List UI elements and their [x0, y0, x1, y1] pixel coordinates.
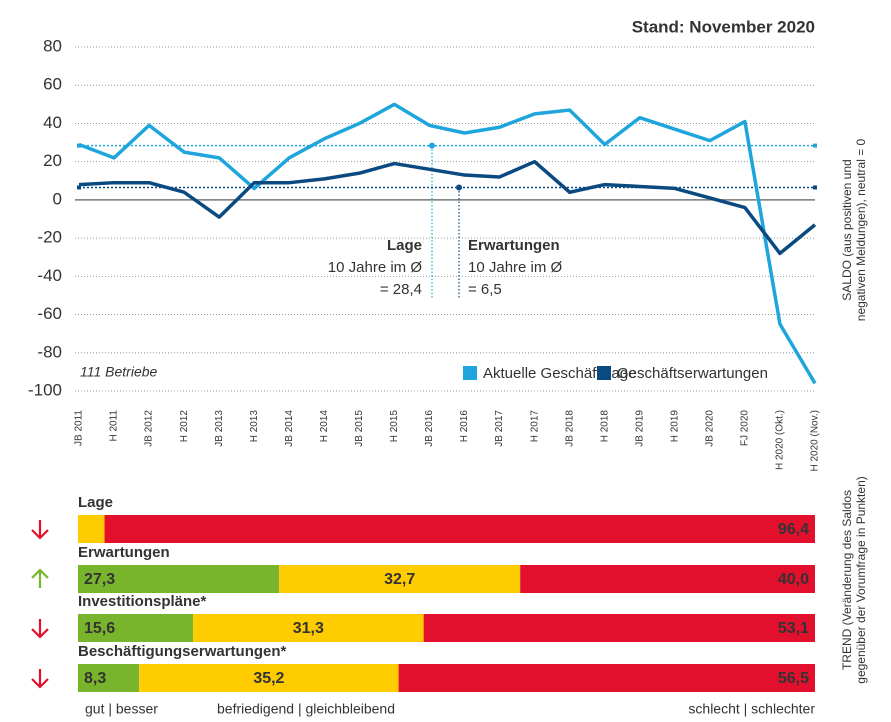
legend-label: befriedigend | gleichbleibend	[217, 701, 395, 717]
legend-label: Geschäftserwartungen	[617, 365, 768, 382]
x-tick-label: H 2011	[109, 410, 120, 442]
value-label: 56,5	[778, 670, 809, 687]
x-tick-label: JB 2018	[564, 410, 575, 447]
bar-segment	[520, 565, 815, 593]
legend-swatch	[597, 366, 611, 380]
x-tick-label: H 2019	[669, 410, 680, 443]
y-tick-label: 60	[43, 75, 62, 94]
series-line	[78, 102, 817, 385]
legend-label: schlecht | schlechter	[688, 701, 815, 717]
value-label: 8,3	[84, 670, 106, 687]
y-tick-label: 0	[53, 189, 62, 208]
x-tick-label: H 2014	[319, 410, 330, 443]
reference-value: = 6,5	[468, 281, 502, 298]
x-tick-label: H 2017	[529, 410, 540, 443]
value-label: 15,6	[84, 620, 115, 637]
x-tick-label: JB 2012	[144, 410, 155, 447]
reference-text: 10 Jahre im Ø	[468, 259, 563, 276]
bar-segment	[104, 515, 816, 543]
y-tick-label: -20	[37, 228, 62, 247]
x-tick-label: JB 2014	[284, 410, 295, 447]
value-label: 40,0	[778, 571, 809, 588]
bar-segment	[398, 664, 815, 692]
series-line	[78, 159, 817, 256]
bar-segment	[78, 515, 105, 543]
category-label: Beschäftigungserwartungen*	[78, 643, 287, 660]
trend-arrow	[31, 619, 49, 639]
y-tick-label: 80	[43, 36, 62, 55]
trend-arrow	[31, 568, 49, 588]
y-tick-label: 40	[43, 113, 62, 132]
axis-label: gegenüber der Vorumfrage in Punkten)	[854, 476, 868, 683]
value-label: 53,1	[778, 620, 809, 637]
axis-label: SALDO (aus positiven und	[840, 159, 854, 300]
annotation: 111 Betriebe	[80, 364, 158, 380]
reference-text: 10 Jahre im Ø	[328, 259, 423, 276]
value-label: 35,2	[253, 670, 284, 687]
x-tick-label: JB 2013	[214, 410, 225, 447]
x-tick-label: H 2020 (Nov.)	[810, 410, 821, 472]
axis-label: negativen Meldungen), neutral = 0	[854, 138, 868, 321]
legend-swatch	[463, 366, 477, 380]
bar-segment	[78, 664, 140, 692]
y-tick-label: -60	[37, 304, 62, 323]
reference-title: Erwartungen	[468, 237, 560, 254]
x-tick-label: FJ 2020	[740, 410, 751, 447]
x-tick-label: JB 2017	[494, 410, 505, 447]
x-tick-label: JB 2011	[74, 410, 85, 446]
reference-title: Lage	[387, 237, 422, 254]
trend-arrow	[31, 520, 49, 540]
reference-end	[813, 185, 817, 190]
x-tick-label: JB 2016	[424, 410, 435, 447]
x-tick-label: H 2016	[459, 410, 470, 443]
category-label: Investitionspläne*	[78, 593, 207, 610]
y-tick-label: -40	[37, 266, 62, 285]
bar-segment	[423, 614, 815, 642]
x-tick-label: JB 2019	[634, 410, 645, 447]
bar-segment	[78, 565, 280, 593]
reference-end	[77, 185, 81, 190]
x-tick-label: H 2015	[389, 410, 400, 443]
bar-segment	[279, 565, 521, 593]
chart-title: Stand: November 2020	[632, 17, 815, 36]
category-label: Erwartungen	[78, 544, 170, 561]
bar-segment	[192, 614, 424, 642]
value-label: 31,3	[293, 620, 324, 637]
reference-end	[813, 143, 817, 148]
x-tick-label: JB 2015	[354, 410, 365, 447]
legend-label: gut | besser	[85, 701, 158, 717]
x-tick-label: H 2018	[599, 410, 610, 443]
reference-value: = 28,4	[380, 281, 422, 298]
bar-segment	[139, 664, 399, 692]
x-tick-label: H 2012	[179, 410, 190, 443]
legend-label: Aktuelle Geschäftslage	[483, 365, 636, 382]
value-label: 96,4	[778, 521, 809, 538]
bar-segment	[78, 614, 193, 642]
category-label: Lage	[78, 494, 113, 511]
y-tick-label: -80	[37, 342, 62, 361]
trend-arrow	[31, 669, 49, 689]
y-tick-label: 20	[43, 151, 62, 170]
y-tick-label: -100	[28, 380, 62, 399]
x-tick-label: H 2020 (Okt.)	[775, 410, 786, 470]
x-tick-label: JB 2020	[704, 410, 715, 447]
axis-label: TREND (Veränderung des Saldos	[840, 490, 854, 670]
value-label: 27,3	[84, 571, 115, 588]
x-tick-label: H 2013	[249, 410, 260, 443]
value-label: 32,7	[384, 571, 415, 588]
